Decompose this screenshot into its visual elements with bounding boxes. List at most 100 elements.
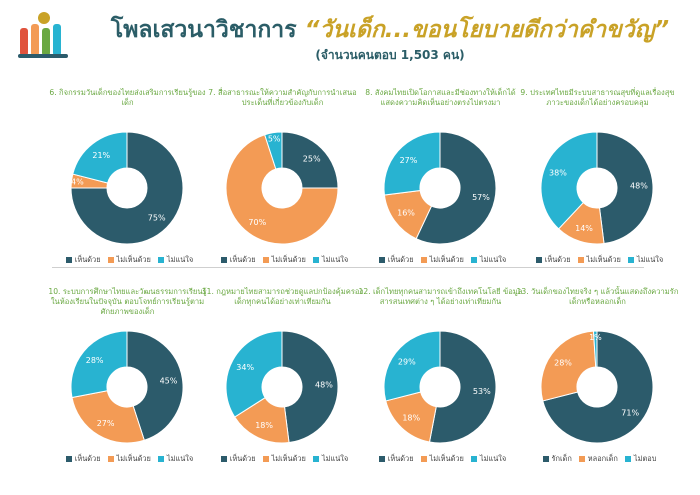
slice-label: 4% [71, 178, 84, 187]
legend-item: ไม่เห็นด้วย [262, 453, 306, 465]
slice-label: 71% [621, 409, 639, 418]
chart-panel-q8: 8. สังคมไทยเปิดโอกาสและมีช่องทางให้เด็กไ… [358, 88, 523, 268]
donut-chart: 48% 14% 38% [540, 131, 654, 245]
legend-swatch [107, 456, 114, 462]
donut-slice [540, 330, 597, 402]
chart-panel-q9: 9. ประเทศไทยมีระบบสาธารณสุขที่ดูแลเรื่อง… [515, 88, 680, 268]
chart-title: 7. สื่อสาธารณะให้ความสำคัญกับการนำเสนอปร… [208, 88, 357, 107]
slice-label: 25% [303, 154, 321, 163]
legend-item: รักเด็ก [542, 453, 572, 465]
legend-item: ไม่ตอบ [624, 453, 657, 465]
legend-item: หลอกเด็ก [578, 453, 618, 465]
chart-panel-q12: 12. เด็กไทยทุกคนสามารถเข้าถึงเทคโนโลยี ข… [358, 287, 523, 467]
legend-item: ไม่แน่ใจ [470, 453, 507, 465]
organization-logo [18, 12, 68, 58]
legend-swatch [470, 456, 477, 462]
slice-label: 21% [92, 151, 110, 160]
chart-panel-q10: 10. ระบบการศึกษาไทยและวัฒนธรรมการเรียนรู… [45, 287, 210, 467]
slice-label: 29% [398, 357, 416, 366]
chart-title: 9. ประเทศไทยมีระบบสาธารณสุขที่ดูแลเรื่อง… [520, 88, 675, 107]
donut-chart: 48% 18% 34% [225, 330, 339, 444]
legend-label: ไม่เห็นด้วย [116, 255, 151, 264]
slice-label: 18% [402, 414, 420, 423]
chart-legend: เห็นด้วย ไม่เห็นด้วย ไม่แน่ใจ [360, 453, 525, 465]
slice-label: 28% [554, 358, 572, 367]
legend-item: ไม่เห็นด้วย [420, 453, 464, 465]
donut-slice [415, 131, 497, 245]
legend-item: ไม่เห็นด้วย [577, 254, 621, 266]
slice-label: 5% [268, 135, 281, 144]
slice-label: 75% [148, 214, 166, 223]
legend-label: ไม่แน่ใจ [166, 454, 194, 463]
legend-swatch [542, 456, 549, 462]
legend-swatch [624, 456, 631, 462]
legend-item: เห็นด้วย [65, 254, 101, 266]
slice-label: 53% [473, 387, 491, 396]
chart-legend: รักเด็ก หลอกเด็ก ไม่ตอบ [517, 453, 682, 465]
donut-slice [70, 131, 184, 245]
legend-label: ไม่เห็นด้วย [586, 255, 621, 264]
donut-chart: 75% 4% 21% [70, 131, 184, 245]
donut-slice [281, 131, 339, 189]
legend-item: เห็นด้วย [220, 254, 256, 266]
legend-label: เห็นด้วย [229, 255, 256, 264]
chart-legend: เห็นด้วย ไม่เห็นด้วย ไม่แน่ใจ [202, 453, 367, 465]
donut-slice [71, 390, 145, 444]
legend-item: ไม่แน่ใจ [312, 254, 348, 266]
section-divider [52, 267, 644, 268]
legend-swatch [262, 257, 269, 263]
slice-label: 16% [397, 209, 415, 218]
chart-legend: เห็นด้วย ไม่เห็นด้วย ไม่แน่ใจ [47, 453, 212, 465]
legend-swatch [107, 257, 114, 263]
legend-label: ไม่เห็นด้วย [116, 454, 151, 463]
chart-title: 6. กิจกรรมวันเด็กของไทยส่งเสริมการเรียนร… [49, 88, 206, 107]
legend-swatch [262, 456, 269, 462]
legend-item: ไม่แน่ใจ [157, 453, 194, 465]
slice-label: 1% [589, 333, 602, 342]
legend-swatch [378, 257, 385, 263]
donut-slice [428, 330, 497, 444]
chart-legend: เห็นด้วย ไม่เห็นด้วย ไม่แน่ใจ [202, 254, 367, 266]
legend-label: ไม่ตอบ [633, 454, 657, 463]
legend-swatch [220, 456, 227, 462]
chart-legend: เห็นด้วย ไม่เห็นด้วย ไม่แน่ใจ [517, 254, 682, 266]
legend-item: ไม่เห็นด้วย [420, 254, 464, 266]
slice-label: 34% [236, 363, 254, 372]
chart-title: 13. วันเด็กของไทยจริง ๆ แล้วนั้นแสดงถึงค… [516, 287, 679, 306]
legend-label: ไม่เห็นด้วย [429, 255, 464, 264]
legend-item: ไม่แน่ใจ [470, 254, 506, 266]
donut-slice [542, 330, 654, 444]
legend-swatch [65, 456, 72, 462]
legend-swatch [420, 257, 427, 263]
legend-item: เห็นด้วย [65, 453, 101, 465]
legend-swatch [420, 456, 427, 462]
legend-item: เห็นด้วย [378, 453, 414, 465]
legend-item: ไม่เห็นด้วย [262, 254, 306, 266]
legend-label: เห็นด้วย [544, 255, 571, 264]
chart-legend: เห็นด้วย ไม่เห็นด้วย ไม่แน่ใจ [47, 254, 212, 266]
legend-label: รักเด็ก [551, 454, 572, 463]
legend-swatch [470, 257, 477, 263]
donut-slice [281, 330, 339, 444]
slice-label: 38% [549, 169, 567, 178]
chart-legend: เห็นด้วย ไม่เห็นด้วย ไม่แน่ใจ [360, 254, 525, 266]
donut-slice [126, 330, 184, 441]
legend-swatch [157, 456, 164, 462]
legend-label: เห็นด้วย [229, 454, 256, 463]
legend-item: ไม่แน่ใจ [627, 254, 663, 266]
legend-swatch [378, 456, 385, 462]
legend-swatch [157, 257, 164, 263]
donut-slice [540, 131, 598, 230]
donut-chart: 45% 27% 28% [70, 330, 184, 444]
legend-swatch [65, 257, 72, 263]
legend-label: เห็นด้วย [387, 454, 414, 463]
donut-slice [383, 330, 441, 402]
slice-label: 57% [472, 193, 490, 202]
legend-label: ไม่แน่ใจ [479, 454, 507, 463]
legend-label: หลอกเด็ก [587, 454, 618, 463]
legend-label: ไม่แน่ใจ [166, 255, 194, 264]
slice-label: 14% [575, 224, 593, 233]
slice-label: 48% [630, 181, 648, 190]
legend-item: ไม่เห็นด้วย [107, 254, 151, 266]
legend-swatch [312, 257, 319, 263]
